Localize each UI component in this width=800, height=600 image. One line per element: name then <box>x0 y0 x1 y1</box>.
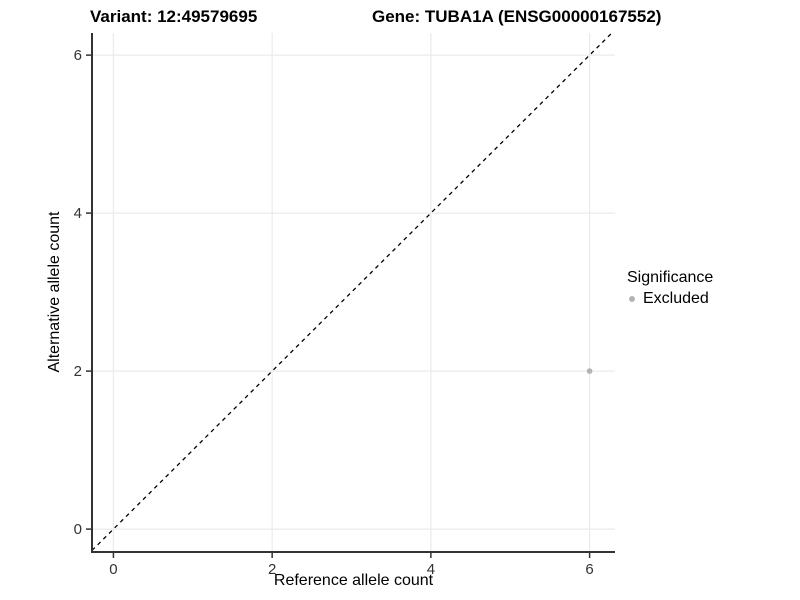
plot-title-variant: Variant: 12:49579695 <box>90 7 258 26</box>
y-tick-label-2: 2 <box>74 363 82 380</box>
excluded-point-icon <box>629 296 635 302</box>
legend-entry-label: Excluded <box>643 290 709 307</box>
x-tick-label-2: 2 <box>268 561 276 578</box>
legend-entry-excluded: Excluded <box>627 290 713 308</box>
data-point-excluded <box>586 368 593 374</box>
legend: Significance Excluded <box>627 269 713 308</box>
x-tick-label-0: 0 <box>109 561 117 578</box>
y-tick-label-4: 4 <box>74 205 82 222</box>
y-axis-title: Alternative allele count <box>46 211 63 373</box>
x-tick-label-6: 6 <box>585 561 593 578</box>
y-tick-label-0: 0 <box>74 521 82 538</box>
identity-line <box>91 32 613 551</box>
legend-title: Significance <box>627 269 714 286</box>
plot-title-gene: Gene: TUBA1A (ENSG00000167552) <box>372 7 662 26</box>
y-tick-label-6: 6 <box>74 47 82 64</box>
x-tick-label-4: 4 <box>427 561 435 578</box>
x-axis-title: Reference allele count <box>273 572 434 589</box>
